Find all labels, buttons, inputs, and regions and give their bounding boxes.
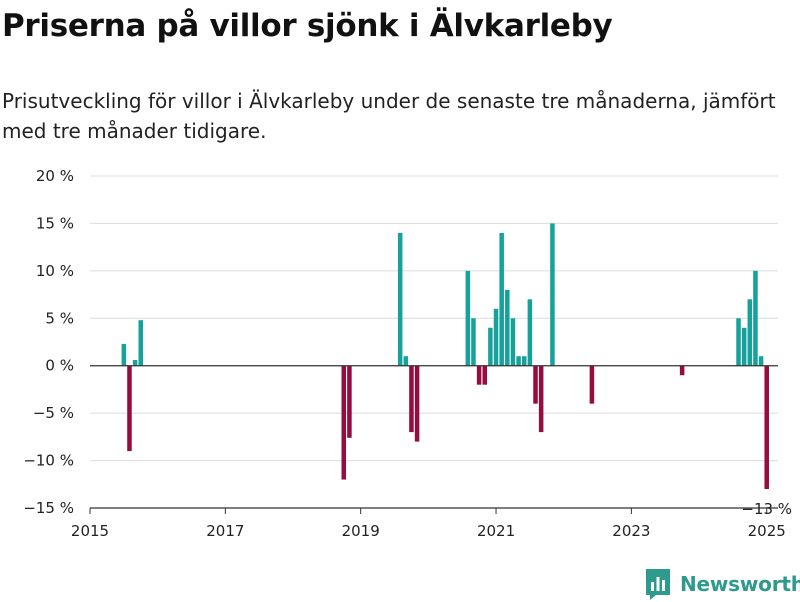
x-tick-label: 2015 bbox=[71, 522, 109, 540]
bar-2022-06 bbox=[589, 365, 595, 404]
x-tick-label: 2023 bbox=[612, 522, 650, 540]
y-tick-label: −15 % bbox=[23, 499, 74, 517]
bar-2015-08 bbox=[127, 365, 132, 452]
value-annotation: −13 % bbox=[741, 500, 792, 518]
annotations: −13 % bbox=[741, 500, 792, 518]
bar-2020-10 bbox=[476, 365, 482, 385]
bar-2019-09 bbox=[403, 356, 409, 366]
bar-2021-09 bbox=[538, 365, 544, 433]
x-tick-label: 2021 bbox=[477, 522, 515, 540]
bar-2021-02 bbox=[499, 232, 504, 366]
newsworthy-logo-icon bbox=[646, 569, 670, 600]
bar-2019-11 bbox=[414, 365, 420, 442]
bar-2021-07 bbox=[527, 299, 533, 366]
x-tick-label: 2017 bbox=[206, 522, 244, 540]
bar-chart: 20 % 15 % 10 % 5 % 0 % −5 % −10 % −15 % 2015 2017… bbox=[23, 167, 792, 540]
grid-lines bbox=[90, 175, 778, 509]
y-tick-label: 10 % bbox=[36, 262, 74, 280]
bar-2015-07 bbox=[121, 343, 127, 366]
bar-2021-11 bbox=[550, 223, 555, 366]
brand-name: Newsworthy bbox=[680, 572, 800, 596]
bar-2021-03 bbox=[505, 289, 510, 366]
y-tick-label: 0 % bbox=[45, 357, 74, 375]
bar-2020-09 bbox=[471, 318, 476, 366]
bar-2024-12 bbox=[758, 356, 764, 366]
bar-2024-08 bbox=[736, 318, 741, 366]
chart-subtitle: Prisutveckling för villor i Älvkarleby u… bbox=[2, 89, 776, 143]
bar-2025-01 bbox=[764, 365, 769, 490]
bar-2024-11 bbox=[753, 270, 758, 366]
y-tick-label: 15 % bbox=[36, 214, 74, 232]
bar-2020-12 bbox=[488, 327, 493, 366]
bar-2021-06 bbox=[521, 356, 527, 366]
bar-2020-08 bbox=[465, 270, 471, 366]
bar-2015-09 bbox=[132, 360, 138, 366]
bar-2020-11 bbox=[482, 365, 488, 385]
bar-2024-10 bbox=[747, 299, 753, 366]
bar-2021-04 bbox=[510, 318, 516, 366]
x-tick-label: 2019 bbox=[342, 522, 380, 540]
chart-title: Priserna på villor sjönk i Älvkarleby bbox=[2, 8, 613, 44]
y-tick-label: 20 % bbox=[36, 167, 74, 185]
x-tick-label: 2025 bbox=[748, 522, 786, 540]
bar-2018-11 bbox=[347, 365, 352, 438]
bar-2024-09 bbox=[741, 327, 747, 366]
y-tick-label: −10 % bbox=[23, 452, 74, 470]
axes: 20 % 15 % 10 % 5 % 0 % −5 % −10 % −15 % 2015 2017… bbox=[23, 167, 786, 540]
y-tick-label: −5 % bbox=[33, 404, 74, 422]
bar-2021-08 bbox=[533, 365, 538, 404]
bar-2018-10 bbox=[341, 365, 347, 480]
bar-2015-10 bbox=[138, 320, 144, 366]
brand-logo: Newsworthy bbox=[644, 566, 800, 602]
bar-2019-08 bbox=[397, 232, 403, 366]
bar-2023-10 bbox=[679, 365, 685, 376]
bar-2021-01 bbox=[493, 308, 499, 366]
y-tick-label: 5 % bbox=[45, 309, 74, 327]
bar-2019-10 bbox=[409, 365, 414, 433]
bar-2021-05 bbox=[516, 356, 521, 366]
bars bbox=[121, 223, 769, 490]
